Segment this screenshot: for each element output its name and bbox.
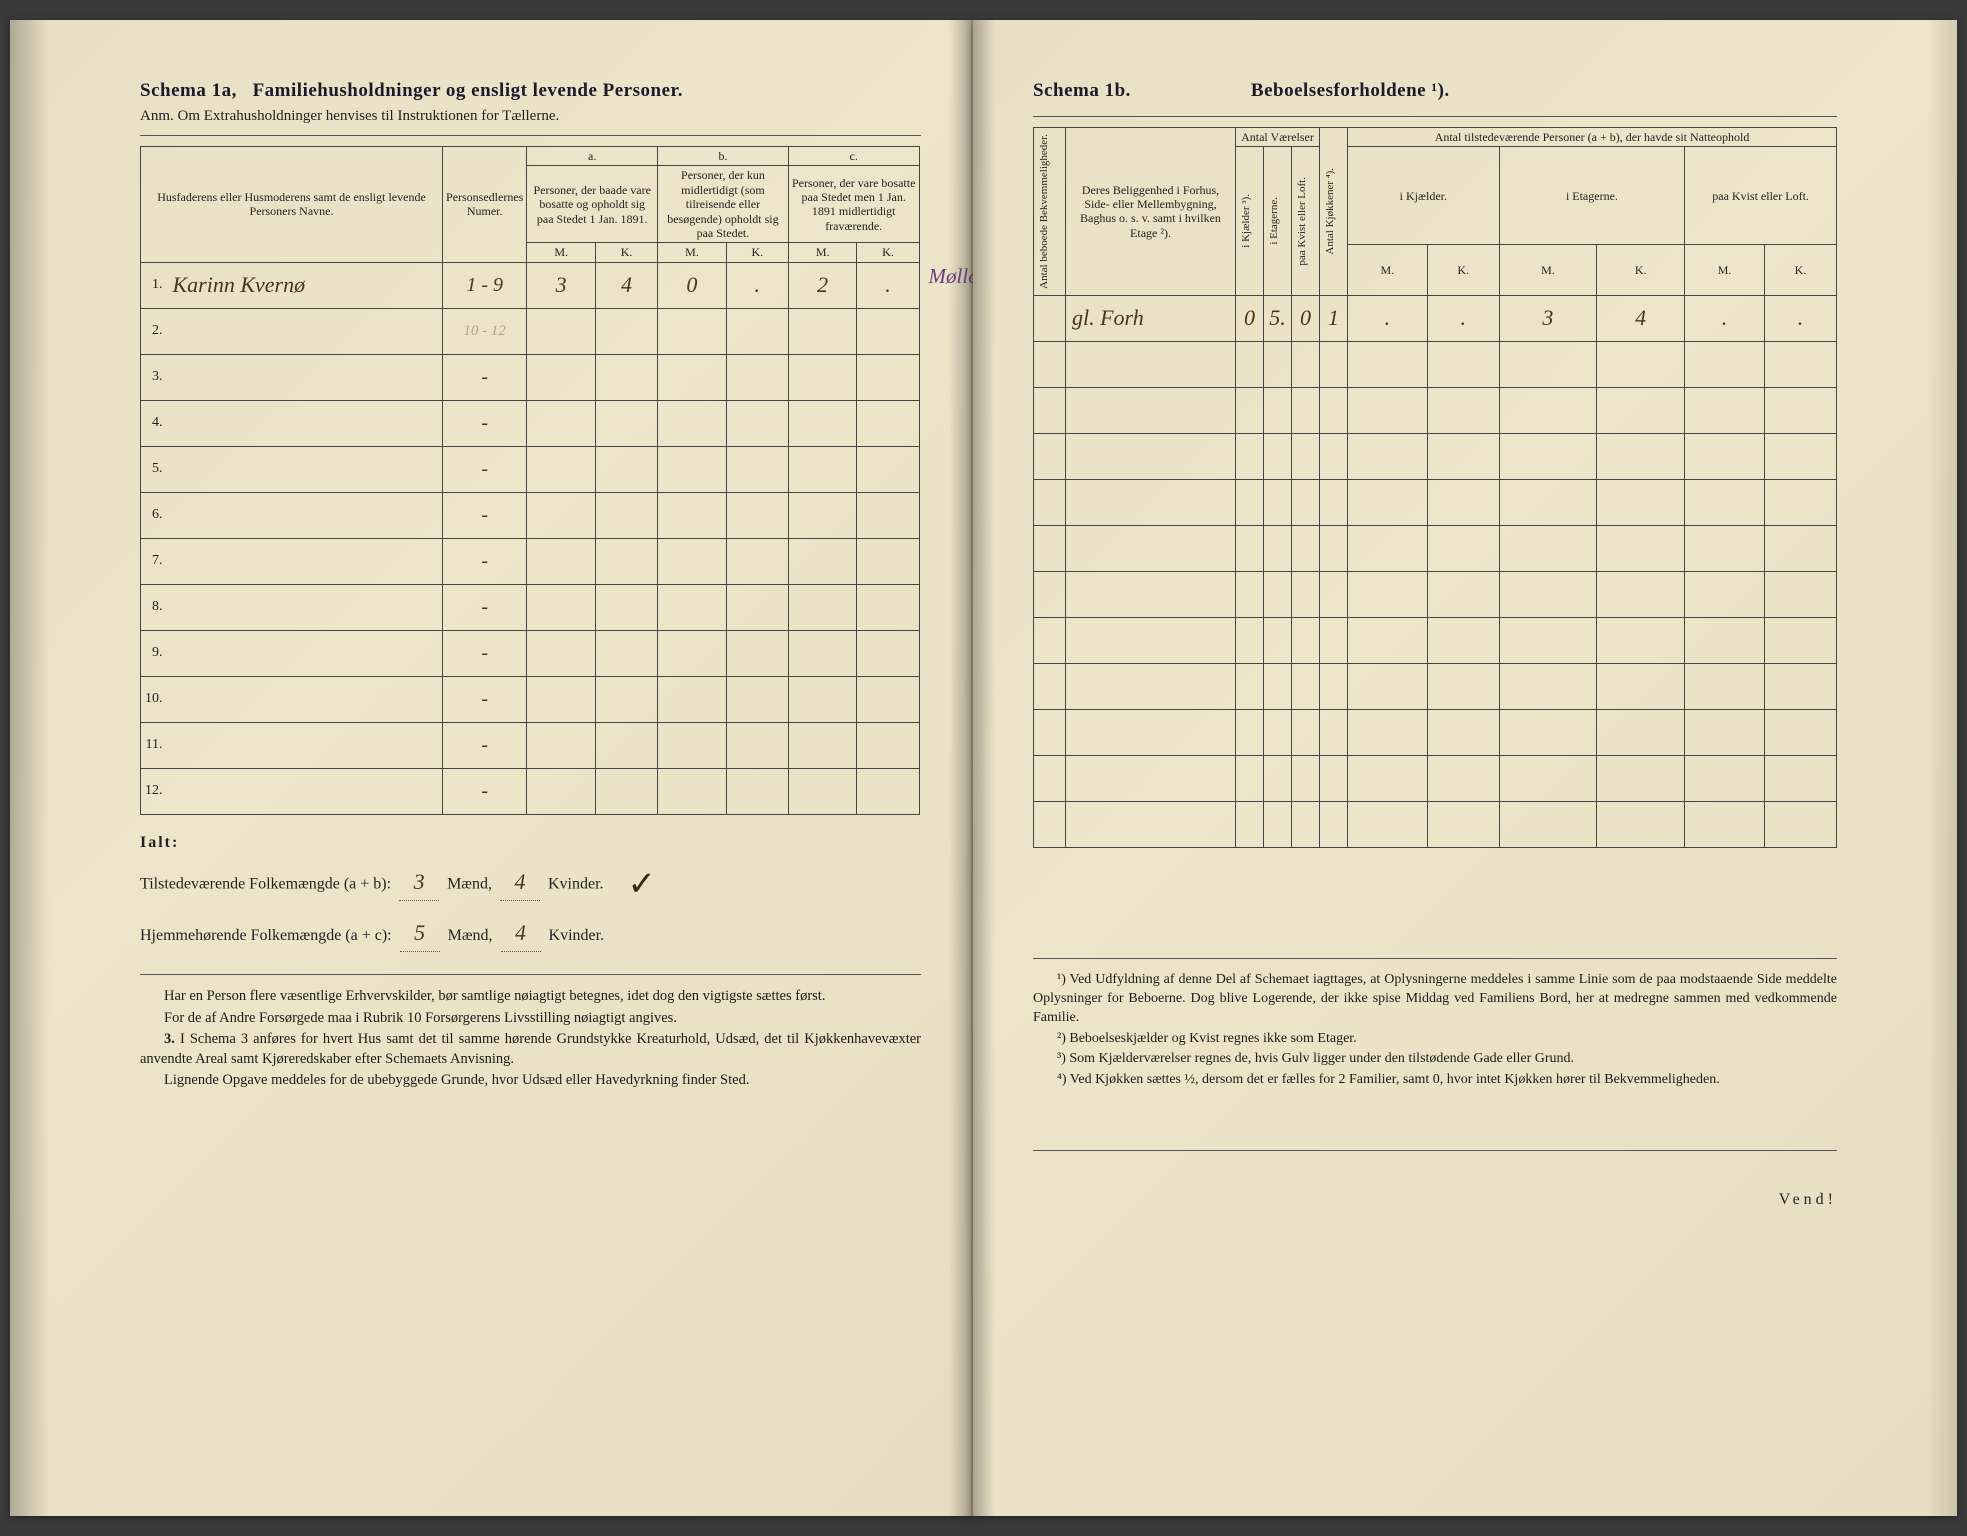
schema-1a-title: Schema 1a, Familiehusholdninger og ensli… — [140, 80, 921, 102]
fn-left-4: Lignende Opgave meddeles for de ubebygge… — [140, 1071, 921, 1091]
rfn-3: ³) Som Kjælderværelser regnes de, hvis G… — [1033, 1050, 1837, 1069]
vend-label: Vend! — [1033, 1191, 1837, 1209]
anm-note: Anm. Om Extrahusholdninger henvises til … — [140, 108, 921, 125]
table-row: 2. 10 - 12 — [141, 308, 921, 354]
sub-etag: i Etagerne. — [1267, 193, 1281, 249]
tot1-m-lbl: Mænd, — [447, 876, 492, 893]
b-m: M. — [658, 243, 727, 262]
nkvist-m: M. — [1685, 245, 1765, 296]
census-table-right: Antal beboede Bekvemmeligheder. Deres Be… — [1033, 127, 1837, 848]
table-row: 8. - — [141, 584, 921, 630]
col-b-desc: Personer, der kun midlertidigt (som tilr… — [658, 166, 789, 243]
title-text: Familiehusholdninger og ensligt levende … — [253, 80, 683, 101]
table-row — [1034, 341, 1837, 387]
rfn-1: ¹) Ved Udfyldning af denne Del af Schema… — [1033, 971, 1837, 1028]
tot2-k-lbl: Kvinder. — [549, 927, 605, 944]
rfn-4: ⁴) Ved Kjøkken sættes ½, dersom det er f… — [1033, 1071, 1837, 1090]
sub-kjel: i Kjælder ³). — [1239, 190, 1253, 252]
table-row — [1034, 663, 1837, 709]
left-footnotes: Har en Person flere væsentlige Erhvervsk… — [140, 987, 921, 1091]
sub-nkvist: paa Kvist eller Loft. — [1685, 147, 1837, 245]
table-row: gl. Forh 0 5. 0 1 . . 3 4 . . — [1034, 295, 1837, 341]
fn3-num: 3. — [164, 1031, 175, 1047]
census-table-left: Husfaderens eller Husmoderens samt de en… — [140, 146, 921, 815]
col-personsedler: Personsedlernes Numer. — [443, 147, 527, 263]
a-k: K. — [596, 243, 658, 262]
title-prefix: Schema 1a, — [140, 80, 237, 101]
right-footnotes: ¹) Ved Udfyldning af denne Del af Schema… — [1033, 958, 1837, 1090]
netag-k: K. — [1597, 245, 1685, 296]
tot2-k: 4 — [501, 914, 541, 952]
totals-block: Ialt: Tilstedeværende Folkemængde (a + b… — [140, 829, 921, 952]
table-row: 6. - — [141, 492, 921, 538]
table-row: 9. - — [141, 630, 921, 676]
tot2-m-lbl: Mænd, — [448, 927, 493, 944]
tot2-m: 5 — [400, 914, 440, 952]
netag-m: M. — [1499, 245, 1596, 296]
tot1-m: 3 — [399, 863, 439, 901]
fn-left-1: Har en Person flere væsentlige Erhvervsk… — [140, 987, 921, 1007]
document-spread: Schema 1a, Familiehusholdninger og ensli… — [10, 20, 1957, 1516]
table-row — [1034, 387, 1837, 433]
title-1b-text: Beboelsesforholdene ¹). — [1251, 80, 1450, 102]
sub-nkjel: i Kjælder. — [1348, 147, 1500, 245]
table-row: 10. - — [141, 676, 921, 722]
rfn-2: ²) Beboelseskjælder og Kvist regnes ikke… — [1033, 1030, 1837, 1049]
table-row: 7. - — [141, 538, 921, 584]
tot1-k: 4 — [500, 863, 540, 901]
col-kjok: Antal Kjøkkener ⁴). — [1323, 164, 1337, 259]
left-page: Schema 1a, Familiehusholdninger og ensli… — [10, 20, 973, 1516]
fn-left-2: For de af Andre Forsørgede maa i Rubrik … — [140, 1009, 921, 1029]
nkjel-k: K. — [1427, 245, 1499, 296]
right-page: Schema 1b. Beboelsesforholdene ¹). Antal… — [973, 20, 1957, 1516]
table-row: 3. - — [141, 354, 921, 400]
nkvist-k: K. — [1764, 245, 1836, 296]
ialt-label: Ialt: — [140, 834, 179, 851]
col-names: Husfaderens eller Husmoderens samt de en… — [141, 147, 443, 263]
col-bekv: Antal beboede Bekvemmeligheder. — [1037, 130, 1051, 293]
col-a-label: a. — [527, 147, 658, 166]
table-row — [1034, 709, 1837, 755]
col-a-desc: Personer, der baade vare bosatte og opho… — [527, 166, 658, 243]
sub-netag: i Etagerne. — [1499, 147, 1684, 245]
b-k: K. — [726, 243, 788, 262]
table-row — [1034, 525, 1837, 571]
table-row: 12. - — [141, 768, 921, 814]
col-c-desc: Personer, der vare bosatte paa Stedet me… — [788, 166, 919, 243]
table-row — [1034, 479, 1837, 525]
schema-1b-title: Schema 1b. Beboelsesforholdene ¹). — [1033, 80, 1837, 102]
fn3-text: I Schema 3 anføres for hvert Hus samt de… — [140, 1031, 921, 1067]
table-row: 1. Karinn Kvernø 1 - 9 3 4 0 . 2 .Møllei… — [141, 262, 921, 308]
col-belig: Deres Beliggenhed i Forhus, Side- eller … — [1066, 128, 1236, 296]
sub-kvist: paa Kvist eller Loft. — [1295, 173, 1309, 270]
a-m: M. — [527, 243, 596, 262]
table-row — [1034, 433, 1837, 479]
c-k: K. — [857, 243, 919, 262]
table-row — [1034, 755, 1837, 801]
fn-left-3: 3. I Schema 3 anføres for hvert Hus samt… — [140, 1030, 921, 1069]
table-row — [1034, 617, 1837, 663]
title-1b-prefix: Schema 1b. — [1033, 80, 1131, 102]
nkjel-m: M. — [1348, 245, 1428, 296]
col-vaer: Antal Værelser — [1236, 128, 1320, 147]
checkmark-icon: ✓ — [628, 856, 657, 914]
tot1-k-lbl: Kvinder. — [548, 876, 604, 893]
col-c-label: c. — [788, 147, 919, 166]
table-row — [1034, 571, 1837, 617]
c-m: M. — [788, 243, 857, 262]
col-b-label: b. — [658, 147, 789, 166]
table-row: 5. - — [141, 446, 921, 492]
table-row: 4. - — [141, 400, 921, 446]
tot2-pre: Hjemmehørende Folkemængde (a + c): — [140, 927, 392, 944]
tot1-pre: Tilstedeværende Folkemængde (a + b): — [140, 876, 391, 893]
table-row: 11. - — [141, 722, 921, 768]
table-row — [1034, 801, 1837, 847]
col-natte: Antal tilstedeværende Personer (a + b), … — [1348, 128, 1837, 147]
